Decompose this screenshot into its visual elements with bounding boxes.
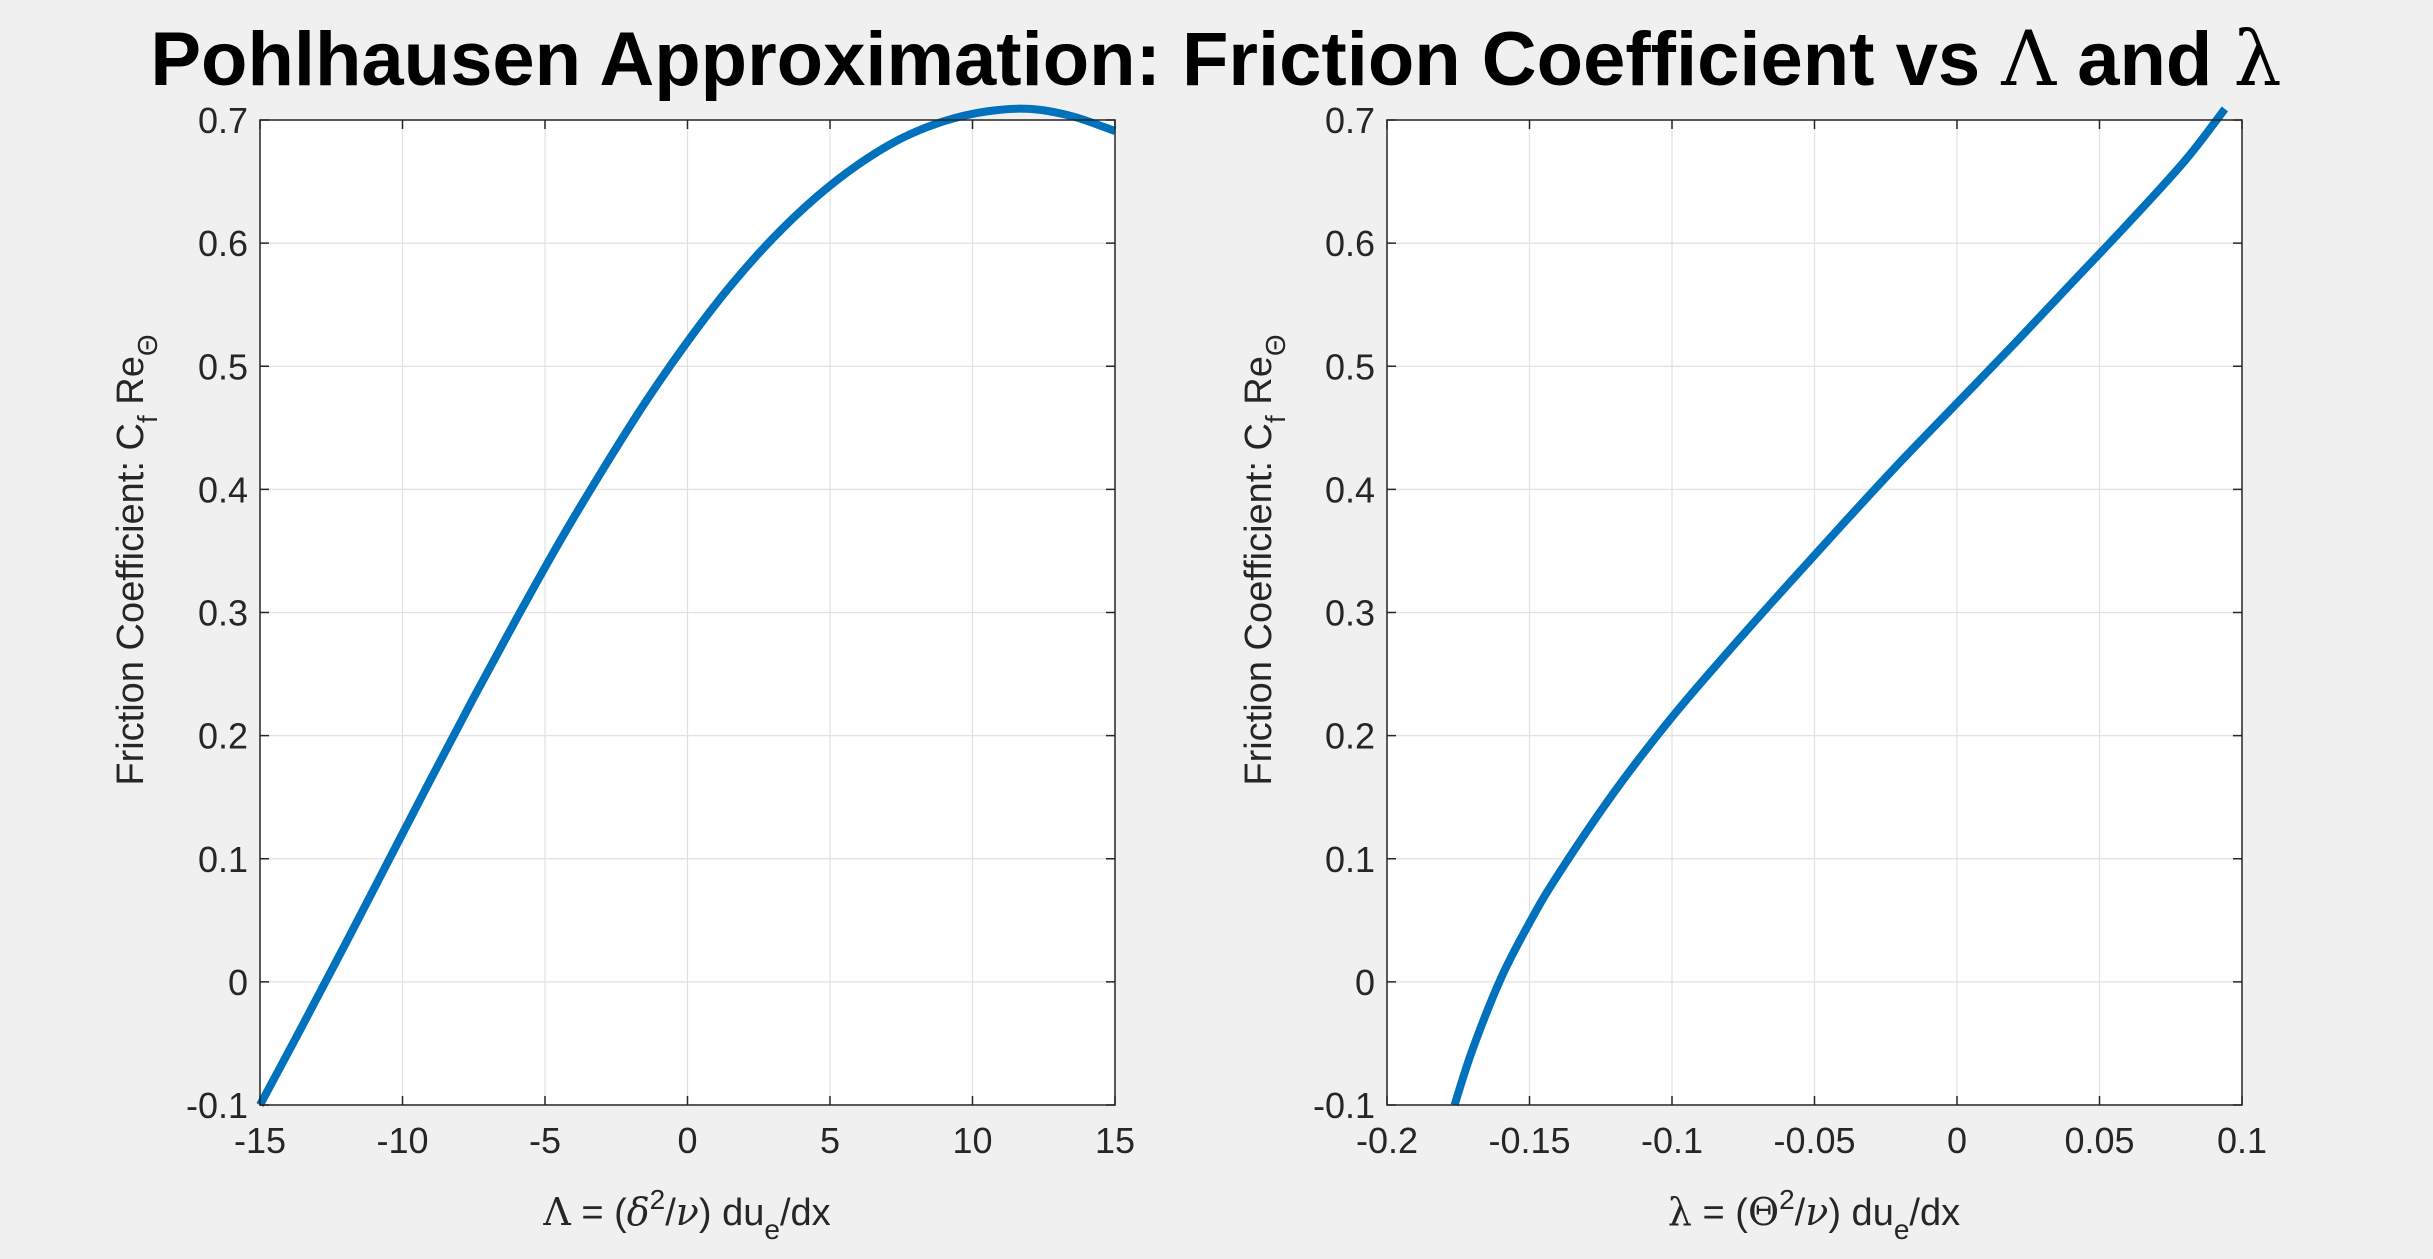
- right-y-tick-label: 0: [1355, 962, 1375, 1003]
- left-y-tick-label: 0.7: [198, 100, 248, 141]
- left-y-axis-label: Friction Coefficient: Cf ReΘ: [110, 334, 163, 785]
- left-y-tick-label: -0.1: [186, 1085, 248, 1126]
- left-x-tick-labels: -15 -10 -5 0 5 10 15: [234, 1120, 1135, 1161]
- right-x-tick-label: -0.05: [1773, 1120, 1855, 1161]
- left-ticks: [259, 119, 1116, 1106]
- left-y-tick-label: 0: [228, 962, 248, 1003]
- right-ticks: [1386, 119, 2243, 1106]
- right-y-tick-label: 0.5: [1325, 346, 1375, 387]
- left-x-tick-label: -5: [529, 1120, 561, 1161]
- right-x-axis-label-symbol: λ: [1668, 1190, 1692, 1234]
- figure-title-mid: and: [2056, 17, 2233, 102]
- right-x-axis-label-nu: ν: [1805, 1190, 1828, 1234]
- right-series: [1450, 106, 2229, 1107]
- right-y-tick-label: 0.4: [1325, 469, 1375, 510]
- right-y-tick-labels: -0.1 0 0.1 0.2 0.3 0.4 0.5 0.6 0.7: [1313, 100, 1375, 1126]
- right-subplot: -0.2 -0.15 -0.1 -0.05 0 0.05 0.1 -0.1 0 0.1 0.2 0.…: [1238, 100, 2267, 1245]
- left-x-tick-label: 10: [952, 1120, 992, 1161]
- right-x-tick-label: -0.2: [1356, 1120, 1418, 1161]
- left-y-tick-label: 0.4: [198, 469, 248, 510]
- right-y-tick-label: 0.6: [1325, 223, 1375, 264]
- figure-title-symbol-lambda: λ: [2233, 14, 2281, 103]
- left-x-tick-label: 5: [820, 1120, 840, 1161]
- left-y-tick-label: 0.2: [198, 716, 248, 757]
- left-series-line: [256, 104, 1117, 1107]
- left-y-tick-labels: -0.1 0 0.1 0.2 0.3 0.4 0.5 0.6 0.7: [186, 100, 248, 1126]
- left-subplot: -15 -10 -5 0 5 10 15 -0.1 0 0.1 0.2 0.3 0.4 0.5 0.6 0.…: [110, 100, 1135, 1245]
- right-y-tick-label: 0.7: [1325, 100, 1375, 141]
- right-x-axis-label-theta: Θ: [1748, 1190, 1779, 1234]
- right-y-tick-label: 0.3: [1325, 593, 1375, 634]
- left-x-tick-label: 0: [677, 1120, 697, 1161]
- right-x-tick-label: 0.05: [2064, 1120, 2134, 1161]
- left-x-axis-label-nu: ν: [676, 1190, 699, 1234]
- left-x-tick-label: -10: [376, 1120, 428, 1161]
- left-y-tick-label: 0.5: [198, 346, 248, 387]
- left-y-tick-label: 0.3: [198, 593, 248, 634]
- right-x-tick-label: 0: [1947, 1120, 1967, 1161]
- right-x-axis-label: λ = (Θ2/ν) due/dx: [1668, 1184, 1960, 1245]
- right-x-tick-label: -0.15: [1488, 1120, 1570, 1161]
- figure-title-symbol-capital-lambda: Λ: [2000, 14, 2057, 103]
- left-x-axis-label-delta: δ: [627, 1190, 650, 1234]
- left-x-axis-label-symbol: Λ: [542, 1190, 571, 1234]
- right-x-tick-label: -0.1: [1641, 1120, 1703, 1161]
- left-series: [256, 104, 1117, 1107]
- right-series-line: [1450, 106, 2229, 1107]
- left-y-tick-label: 0.6: [198, 223, 248, 264]
- left-x-tick-label: 15: [1095, 1120, 1135, 1161]
- right-y-tick-label: 0.2: [1325, 716, 1375, 757]
- figure-title: Pohlhausen Approximation: Friction Coeff…: [150, 14, 2281, 103]
- figure-title-prefix: Pohlhausen Approximation: Friction Coeff…: [150, 17, 2001, 102]
- right-x-tick-label: 0.1: [2217, 1120, 2267, 1161]
- right-y-axis-label: Friction Coefficient: Cf ReΘ: [1238, 334, 1291, 785]
- left-y-tick-label: 0.1: [198, 839, 248, 880]
- right-y-tick-label: 0.1: [1325, 839, 1375, 880]
- left-x-axis-label: Λ = (δ2/ν) due/dx: [542, 1184, 830, 1245]
- left-x-tick-label: -15: [234, 1120, 286, 1161]
- right-x-tick-labels: -0.2 -0.15 -0.1 -0.05 0 0.05 0.1: [1356, 1120, 2267, 1161]
- right-y-tick-label: -0.1: [1313, 1085, 1375, 1126]
